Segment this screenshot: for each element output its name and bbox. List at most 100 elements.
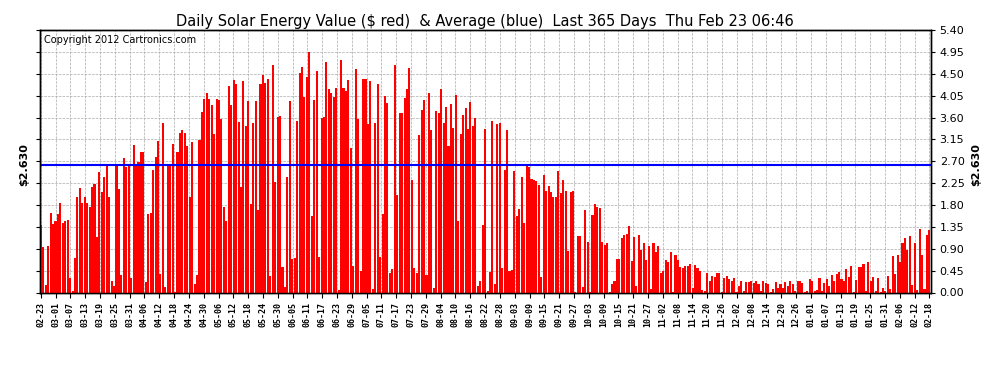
Bar: [567, 251, 569, 292]
Bar: [806, 291, 809, 292]
Bar: [494, 284, 496, 292]
Bar: [897, 255, 899, 292]
Bar: [860, 267, 862, 292]
Bar: [452, 129, 454, 292]
Bar: [677, 260, 679, 292]
Bar: [306, 77, 308, 292]
Bar: [491, 121, 493, 292]
Bar: [719, 273, 721, 292]
Bar: [399, 113, 401, 292]
Bar: [171, 144, 173, 292]
Bar: [106, 165, 108, 292]
Bar: [652, 243, 654, 292]
Bar: [323, 117, 325, 292]
Bar: [457, 221, 459, 292]
Bar: [135, 166, 137, 292]
Bar: [333, 97, 335, 292]
Bar: [279, 116, 281, 292]
Bar: [696, 268, 699, 292]
Bar: [159, 274, 161, 292]
Bar: [252, 123, 254, 292]
Bar: [116, 166, 118, 292]
Bar: [545, 191, 547, 292]
Bar: [338, 290, 340, 292]
Bar: [228, 86, 230, 292]
Bar: [604, 245, 606, 292]
Bar: [89, 207, 91, 292]
Bar: [274, 182, 276, 292]
Bar: [741, 281, 742, 292]
Bar: [801, 283, 804, 292]
Bar: [447, 146, 449, 292]
Bar: [367, 124, 369, 292]
Bar: [113, 286, 115, 292]
Bar: [767, 284, 769, 292]
Bar: [659, 273, 662, 292]
Bar: [336, 88, 338, 292]
Bar: [496, 124, 498, 292]
Bar: [650, 289, 652, 292]
Text: $2.630: $2.630: [19, 143, 29, 186]
Bar: [91, 186, 93, 292]
Bar: [191, 142, 193, 292]
Bar: [584, 210, 586, 292]
Bar: [518, 209, 521, 292]
Bar: [509, 271, 511, 292]
Bar: [281, 267, 283, 292]
Bar: [221, 119, 223, 292]
Bar: [479, 281, 481, 292]
Bar: [441, 90, 443, 292]
Bar: [316, 71, 318, 292]
Bar: [54, 221, 56, 292]
Bar: [742, 291, 744, 292]
Bar: [203, 99, 205, 292]
Bar: [554, 197, 557, 292]
Bar: [257, 210, 259, 292]
Bar: [784, 282, 786, 292]
Bar: [418, 135, 420, 292]
Bar: [81, 203, 83, 292]
Bar: [552, 198, 554, 292]
Bar: [169, 164, 171, 292]
Bar: [269, 276, 271, 292]
Bar: [750, 281, 752, 292]
Bar: [826, 279, 828, 292]
Bar: [662, 271, 664, 292]
Bar: [379, 257, 381, 292]
Bar: [892, 256, 894, 292]
Bar: [179, 134, 181, 292]
Bar: [186, 146, 188, 292]
Bar: [223, 207, 225, 292]
Bar: [638, 235, 640, 292]
Bar: [709, 281, 711, 292]
Bar: [816, 290, 818, 292]
Bar: [541, 278, 543, 292]
Bar: [836, 274, 838, 292]
Bar: [701, 290, 703, 292]
Bar: [249, 204, 251, 292]
Bar: [645, 260, 647, 292]
Bar: [313, 100, 315, 292]
Bar: [248, 101, 249, 292]
Bar: [148, 214, 149, 292]
Bar: [624, 236, 626, 292]
Bar: [684, 266, 686, 292]
Bar: [636, 286, 638, 292]
Bar: [821, 291, 823, 292]
Bar: [489, 272, 491, 292]
Bar: [103, 177, 105, 292]
Bar: [413, 268, 416, 292]
Bar: [516, 216, 518, 292]
Bar: [769, 291, 772, 292]
Bar: [847, 277, 849, 292]
Bar: [84, 197, 86, 292]
Bar: [587, 242, 589, 292]
Bar: [128, 165, 130, 292]
Bar: [528, 167, 530, 292]
Bar: [831, 274, 833, 292]
Bar: [301, 67, 303, 292]
Bar: [259, 84, 261, 292]
Bar: [824, 283, 826, 292]
Bar: [474, 118, 476, 292]
Bar: [152, 170, 154, 292]
